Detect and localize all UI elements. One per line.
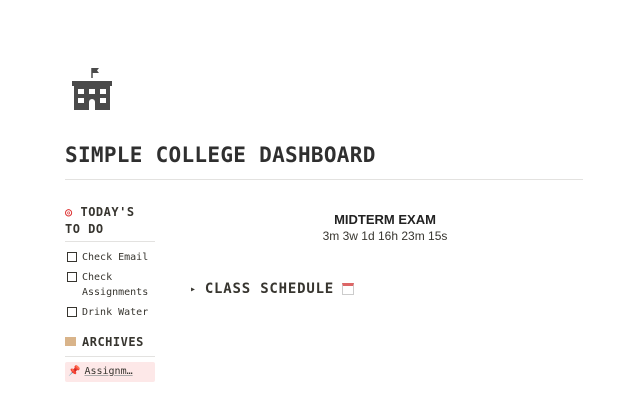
page-title: SIMPLE COLLEGE DASHBOARD — [65, 143, 376, 167]
divider — [65, 179, 583, 180]
divider — [65, 356, 155, 357]
pushpin-icon: 📌 — [68, 366, 81, 377]
todo-label: Drink Water — [82, 307, 149, 318]
countdown-title: MIDTERM EXAM — [334, 212, 436, 227]
todo-heading: ◎ TODAY'S TO DO — [65, 205, 135, 236]
countdown-value: 3m 3w 1d 16h 23m 15s — [322, 229, 448, 243]
calendar-icon — [342, 283, 355, 295]
todo-item[interactable]: Check Assignments — [67, 270, 157, 300]
checkbox[interactable] — [67, 307, 77, 317]
archive-link[interactable]: 📌 Assignm… — [65, 362, 155, 382]
todo-label: Check Email — [82, 252, 149, 263]
todo-label: Check Assignments — [82, 272, 149, 298]
file-cabinet-icon — [65, 337, 76, 346]
toggle-triangle-icon[interactable]: ▸ — [190, 283, 197, 295]
countdown-widget: MIDTERM EXAM 3m 3w 1d 16h 23m 15s — [280, 212, 490, 243]
checkbox[interactable] — [67, 272, 77, 282]
class-schedule-label: CLASS SCHEDULE — [204, 281, 335, 297]
school-building-icon — [70, 66, 114, 112]
divider — [65, 241, 155, 242]
todo-item[interactable]: Check Email — [67, 250, 148, 265]
checkbox[interactable] — [67, 252, 77, 262]
archive-label: Assignm… — [84, 366, 133, 377]
todo-item[interactable]: Drink Water — [67, 305, 148, 320]
class-schedule-toggle[interactable]: ▸ CLASS SCHEDULE — [190, 281, 355, 297]
archives-heading: ARCHIVES — [65, 334, 144, 351]
target-icon: ◎ — [65, 205, 73, 219]
